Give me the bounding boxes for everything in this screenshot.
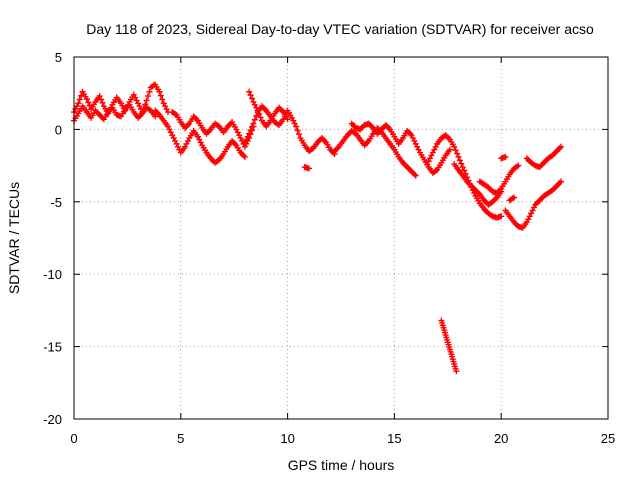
y-tick-label: -15 <box>43 340 62 355</box>
grid <box>74 57 608 419</box>
data-point <box>455 153 462 160</box>
data-point <box>558 178 565 185</box>
data-point <box>76 96 83 103</box>
data-point <box>247 127 254 134</box>
data-point <box>99 99 106 106</box>
data-point <box>246 130 253 137</box>
data-point <box>96 93 103 100</box>
y-tick-label: 5 <box>55 50 62 65</box>
data-point <box>295 131 302 138</box>
y-tick-label: 0 <box>55 122 62 137</box>
data-point <box>157 92 164 99</box>
data-point <box>412 172 419 179</box>
data-point <box>558 143 565 150</box>
data-point <box>143 97 150 104</box>
data-point <box>498 213 505 220</box>
x-tick-label: 25 <box>601 431 615 446</box>
plot-frame <box>73 56 609 420</box>
data-point <box>98 96 105 103</box>
data-point <box>511 194 518 201</box>
data-point <box>456 157 463 164</box>
data-point <box>159 96 166 103</box>
data-point <box>305 165 312 172</box>
data-point <box>459 164 466 171</box>
x-axis-title: GPS time / hours <box>288 457 395 473</box>
x-tick-label: 0 <box>70 431 77 446</box>
data-point <box>83 95 90 102</box>
chart-title: Day 118 of 2023, Sidereal Day-to-day VTE… <box>86 21 594 37</box>
y-tick-label: -10 <box>43 267 62 282</box>
y-axis-title: SDTVAR / TECUs <box>6 182 22 294</box>
data-point <box>249 95 255 102</box>
data-point <box>75 100 82 107</box>
x-tick-label: 15 <box>387 431 401 446</box>
data-point <box>294 127 301 134</box>
y-axis-ticks: 5 0 -5 -10 -15 -20 <box>43 50 608 427</box>
x-axis-ticks: 0 5 10 15 20 25 <box>70 57 615 446</box>
data-point <box>446 146 453 153</box>
data-point <box>257 114 264 121</box>
data-point <box>293 123 300 130</box>
data-point <box>85 99 92 106</box>
data-point <box>142 101 149 108</box>
data-point <box>461 167 468 174</box>
x-tick-label: 20 <box>494 431 508 446</box>
data-point <box>254 107 261 114</box>
data-point <box>86 102 93 109</box>
data-points <box>71 81 565 375</box>
data-point <box>251 116 258 123</box>
data-point <box>249 123 255 130</box>
data-point <box>454 150 461 157</box>
data-point <box>458 160 465 167</box>
data-point <box>284 116 291 123</box>
x-tick-label: 5 <box>177 431 184 446</box>
y-tick-label: -20 <box>43 412 62 427</box>
data-point <box>246 88 253 95</box>
data-point <box>247 92 254 99</box>
data-point <box>256 110 263 117</box>
data-point <box>152 113 159 120</box>
x-tick-label: 10 <box>280 431 294 446</box>
data-point <box>156 88 163 95</box>
data-point <box>452 147 459 154</box>
data-point <box>502 153 509 160</box>
data-point <box>145 93 152 100</box>
data-point <box>453 368 460 375</box>
y-tick-label: -5 <box>50 195 62 210</box>
data-point <box>146 88 153 95</box>
data-point <box>241 153 248 160</box>
data-point <box>451 143 458 150</box>
data-point <box>515 162 522 169</box>
data-point <box>250 120 257 127</box>
